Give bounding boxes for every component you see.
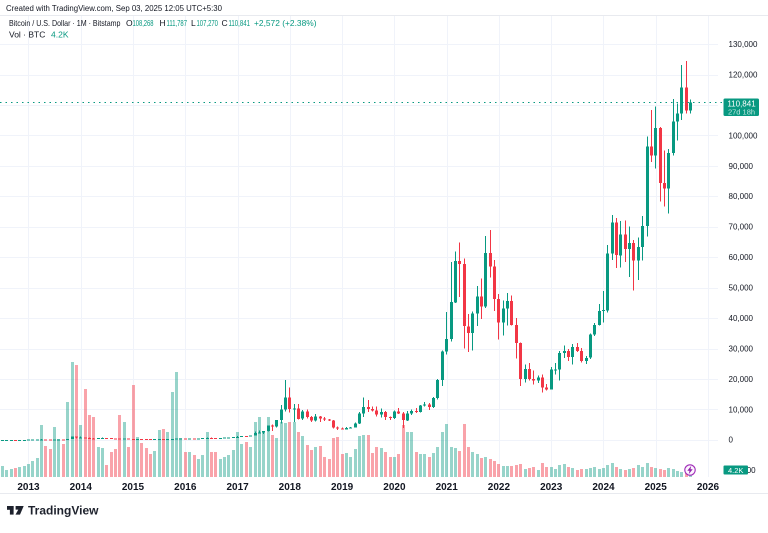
svg-text:L: L: [191, 18, 196, 28]
svg-text:108,268: 108,268: [133, 18, 154, 28]
svg-text:2020: 2020: [383, 482, 406, 493]
svg-text:Created with TradingView.com,: Created with TradingView.com, Sep 03, 20…: [6, 4, 223, 13]
svg-text:2013: 2013: [17, 482, 40, 493]
svg-text:50,000: 50,000: [729, 284, 754, 293]
svg-text:2024: 2024: [592, 482, 615, 493]
svg-text:4.2K: 4.2K: [51, 30, 69, 40]
svg-text:C: C: [222, 18, 228, 28]
svg-text:TradingView: TradingView: [28, 504, 99, 518]
svg-text:10,000: 10,000: [729, 405, 754, 414]
svg-text:Vol · BTC: Vol · BTC: [9, 30, 45, 40]
svg-text:Bitcoin / U.S. Dollar · 1M · B: Bitcoin / U.S. Dollar · 1M · Bitstamp: [9, 18, 121, 28]
svg-text:2017: 2017: [226, 482, 249, 493]
svg-text:H: H: [160, 18, 166, 28]
svg-text:107,270: 107,270: [197, 18, 219, 28]
svg-text:110,841: 110,841: [727, 99, 756, 108]
svg-text:O: O: [126, 18, 133, 28]
svg-text:130,000: 130,000: [729, 40, 758, 49]
svg-text:120,000: 120,000: [729, 71, 758, 80]
svg-text:+2,572 (+2.38%): +2,572 (+2.38%): [254, 18, 317, 28]
svg-text:2021: 2021: [436, 482, 459, 493]
svg-text:2015: 2015: [122, 482, 145, 493]
svg-text:20,000: 20,000: [729, 375, 754, 384]
svg-text:110,841: 110,841: [229, 18, 251, 28]
svg-text:100,000: 100,000: [729, 131, 758, 140]
svg-text:2018: 2018: [279, 482, 302, 493]
svg-text:2023: 2023: [540, 482, 563, 493]
svg-text:80,000: 80,000: [729, 192, 754, 201]
svg-text:40,000: 40,000: [729, 314, 754, 323]
svg-text:60,000: 60,000: [729, 253, 754, 262]
svg-text:0: 0: [729, 436, 734, 445]
svg-text:70,000: 70,000: [729, 223, 754, 232]
svg-text:2022: 2022: [488, 482, 511, 493]
svg-text:27d 18h: 27d 18h: [728, 107, 755, 116]
svg-text:2026: 2026: [697, 482, 720, 493]
svg-text:2025: 2025: [645, 482, 668, 493]
svg-text:2019: 2019: [331, 482, 354, 493]
svg-text:30,000: 30,000: [729, 344, 754, 353]
svg-text:4.2K: 4.2K: [728, 466, 743, 475]
svg-text:2016: 2016: [174, 482, 197, 493]
svg-text:111,787: 111,787: [167, 18, 188, 28]
svg-text:90,000: 90,000: [729, 162, 754, 171]
svg-text:2014: 2014: [70, 482, 93, 493]
